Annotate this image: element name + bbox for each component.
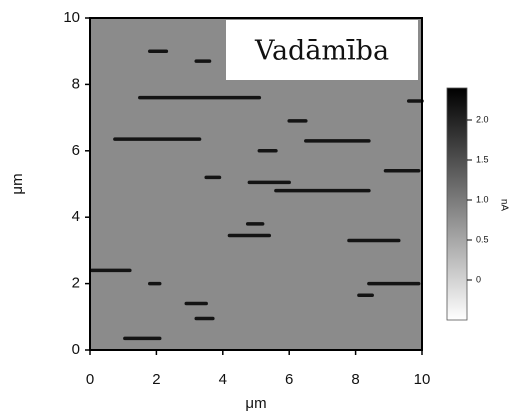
x-tick-label: 8	[351, 371, 359, 388]
title-box	[226, 20, 418, 80]
y-tick-label: 0	[72, 341, 80, 358]
colorbar-tick-label: 2.0	[476, 114, 489, 124]
chart-title: Vadāmība	[254, 36, 389, 67]
y-axis-label: μm	[9, 173, 26, 194]
colorbar-tick-label: 0	[476, 274, 481, 284]
y-tick-label: 8	[72, 75, 80, 92]
plot-frame	[89, 17, 423, 351]
x-tick-label: 4	[219, 371, 227, 388]
y-tick-label: 2	[72, 275, 80, 292]
x-axis-label: μm	[245, 395, 266, 412]
colorbar-tick-label: 1.5	[476, 154, 489, 164]
x-tick-label: 10	[414, 371, 431, 388]
colorbar-tick-label: 0.5	[476, 234, 489, 244]
y-tick-label: 6	[72, 142, 80, 159]
y-tick-label: 10	[63, 9, 80, 26]
colorbar-tick-label: 1.0	[476, 194, 489, 204]
x-tick-label: 0	[86, 371, 94, 388]
colorbar	[446, 87, 468, 321]
colorbar-label: nA	[498, 199, 509, 212]
x-tick-label: 2	[152, 371, 160, 388]
x-tick-label: 6	[285, 371, 293, 388]
y-tick-label: 4	[72, 208, 80, 225]
